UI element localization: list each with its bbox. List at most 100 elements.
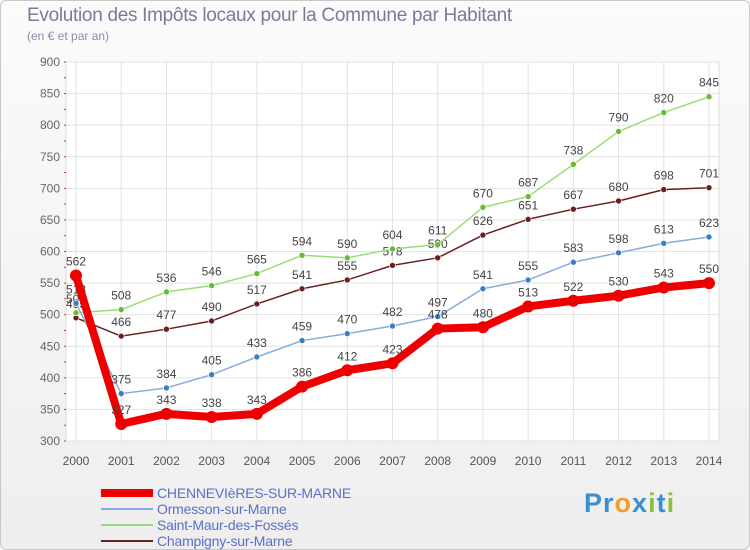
data-label: 327 [111,403,131,417]
data-point [208,317,215,325]
data-point [660,239,668,247]
data-point [476,321,489,334]
data-point [434,313,442,320]
data-point [705,233,713,241]
data-label: 517 [247,283,267,297]
data-point [389,245,396,253]
data-point [703,277,715,290]
data-label: 482 [382,305,402,319]
data-label: 423 [382,342,402,356]
axis-tick [64,108,66,110]
data-label: 513 [518,285,538,299]
data-point [298,251,306,259]
legend-swatch [101,489,153,497]
data-point [570,161,577,168]
data-point [389,322,396,330]
y-tick-label: 550 [40,276,60,290]
x-tick-label: 2013 [650,454,677,468]
axis-tick [64,377,66,379]
axis-tick [64,235,66,237]
data-label: 701 [699,167,719,181]
data-label: 594 [292,234,312,248]
data-point [434,254,442,262]
data-point [163,384,170,392]
data-label: 583 [563,241,583,255]
y-tick-label: 400 [40,371,60,385]
data-label: 536 [156,271,176,285]
data-point [163,288,170,296]
data-label: 738 [563,143,583,157]
data-point [341,364,354,377]
data-point [343,330,351,337]
axis-tick [64,424,66,426]
data-label: 845 [699,76,719,90]
x-tick-label: 2000 [63,454,90,468]
data-label: 555 [518,259,538,273]
data-point [253,270,261,277]
x-tick-label: 2006 [334,454,361,468]
data-point [705,93,713,101]
data-label: 623 [699,216,719,230]
x-tick-label: 2010 [515,454,542,468]
data-label: 680 [609,180,629,194]
data-label: 522 [563,280,583,294]
x-tick-label: 2004 [244,454,271,468]
data-point [657,281,670,294]
data-point [70,269,82,282]
chart-title: Evolution des Impôts locaux pour la Comm… [27,5,512,26]
x-tick-label: 2012 [605,454,632,468]
data-point [567,294,580,307]
legend-swatch [101,524,153,526]
data-point [615,197,622,205]
data-label: 338 [202,396,222,410]
axis-tick [64,266,66,268]
data-label: 604 [382,228,402,242]
data-point [117,332,125,340]
y-tick-label: 700 [40,181,60,195]
data-label: 611 [428,224,447,238]
legend-swatch [101,508,153,510]
axis-tick [64,345,66,347]
data-point [524,215,532,223]
data-label: 562 [66,255,86,269]
data-label: 670 [473,186,493,200]
legend-label: Ormesson-sur-Marne [157,501,287,517]
data-label: 541 [292,268,312,282]
data-point [343,276,351,284]
data-label: 613 [654,222,674,236]
y-tick-label: 900 [40,55,60,69]
data-point [117,390,125,397]
y-tick-label: 800 [40,118,60,132]
data-point [431,322,444,335]
data-label: 598 [609,232,629,246]
data-point [570,205,577,213]
data-label: 433 [247,336,267,350]
axis-tick [64,140,66,142]
y-tick-label: 450 [40,339,60,353]
data-point [389,262,396,269]
y-tick-label: 350 [40,402,60,416]
data-label: 466 [111,315,131,329]
x-tick-label: 2007 [379,454,406,468]
data-point [296,380,309,393]
legend-label: Champigny-sur-Marne [157,533,293,549]
data-point [615,249,622,257]
data-label: 386 [292,366,312,380]
axis-tick [64,93,66,95]
data-label: 384 [156,367,176,381]
x-tick-label: 2002 [153,454,180,468]
data-label: 478 [428,308,448,322]
data-point [524,276,532,284]
axis-tick [64,393,66,395]
axis-tick [64,77,66,79]
data-label: 667 [563,188,583,202]
data-label: 565 [247,253,267,267]
data-point [160,407,173,420]
data-point [615,128,622,135]
y-tick-label: 750 [40,150,60,164]
data-label: 490 [202,300,222,314]
data-label: 698 [654,169,674,183]
axis-tick [64,440,66,442]
data-label: 790 [609,110,629,124]
